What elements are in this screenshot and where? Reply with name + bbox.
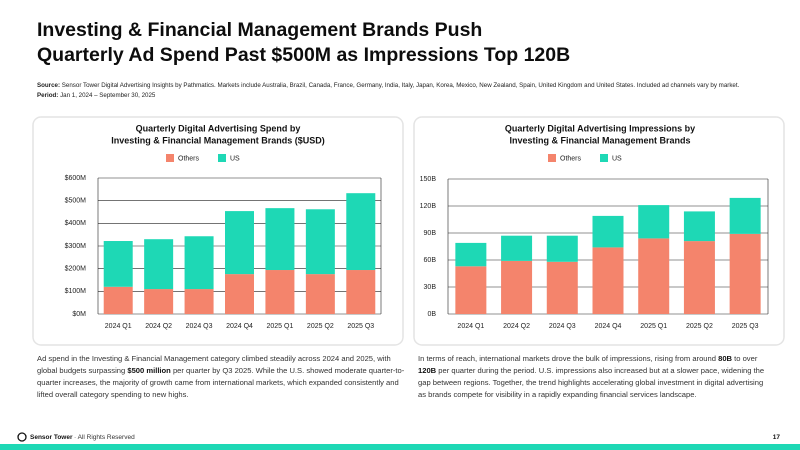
bar-segment (592, 215, 624, 248)
x-tick-label: 2025 Q3 (732, 323, 759, 330)
y-tick-label: $300M (65, 243, 87, 250)
paragraph: In terms of reach, international markets… (418, 353, 773, 401)
y-tick-label: 120B (420, 203, 437, 210)
bar-segment (225, 211, 254, 275)
chart-title: Investing & Financial Management Brands … (111, 135, 325, 145)
legend-swatch (548, 154, 556, 162)
footer-text: · All Rights Reserved (74, 434, 135, 441)
chart-title: Investing & Financial Management Brands (509, 135, 690, 145)
y-tick-label: 90B (424, 230, 437, 237)
title-line: Investing & Financial Management Brands … (37, 19, 483, 41)
title-line: Quarterly Ad Spend Past $500M as Impress… (37, 44, 571, 66)
x-tick-label: 2025 Q1 (640, 323, 667, 330)
legend-swatch (166, 154, 174, 162)
bar-segment (592, 247, 624, 314)
x-tick-label: 2024 Q3 (549, 323, 576, 330)
bar-segment (729, 197, 761, 234)
x-tick-label: 2024 Q1 (457, 323, 484, 330)
bar-segment (225, 274, 254, 314)
text-run: per quarter by Q3 2025. While the U.S. s… (37, 366, 405, 399)
bar-segment (501, 260, 533, 314)
period-text: Jan 1, 2024 – September 30, 2025 (60, 92, 156, 99)
bar-segment (184, 236, 214, 290)
text-run: to over (732, 354, 758, 363)
source-line: Source: Sensor Tower Digital Advertising… (37, 82, 739, 89)
x-tick-label: 2025 Q1 (266, 323, 293, 330)
source-label: Source: (37, 82, 61, 89)
legend-swatch (218, 154, 226, 162)
x-tick-label: 2024 Q2 (503, 323, 530, 330)
x-tick-label: 2025 Q2 (686, 323, 713, 330)
bar-segment (144, 289, 174, 314)
x-tick-label: 2024 Q1 (105, 323, 132, 330)
source-text: Sensor Tower Digital Advertising Insight… (61, 82, 740, 89)
bar-segment (546, 235, 578, 262)
bar-segment (546, 261, 578, 314)
y-tick-label: $400M (65, 220, 87, 227)
logo-icon (17, 432, 27, 442)
bar-segment (346, 270, 376, 314)
emphasis: 80B (718, 354, 733, 363)
x-tick-label: 2024 Q3 (186, 323, 213, 330)
bar-segment (501, 235, 533, 261)
y-tick-label: $500M (65, 198, 87, 205)
y-tick-label: $0M (72, 311, 86, 318)
bar-segment (144, 239, 174, 290)
legend-label: Others (178, 155, 200, 162)
period-label: Period: (37, 92, 59, 99)
bar-segment (638, 205, 670, 239)
y-tick-label: $200M (65, 266, 87, 273)
legend-label: US (612, 155, 622, 162)
x-tick-label: 2025 Q3 (347, 323, 374, 330)
bar-segment (455, 242, 487, 267)
x-tick-label: 2024 Q4 (595, 323, 622, 330)
legend-label: Others (560, 155, 582, 162)
y-tick-label: $600M (65, 175, 87, 182)
bar-segment (103, 241, 133, 287)
period-line: Period: Jan 1, 2024 – September 30, 2025 (37, 92, 155, 99)
x-tick-label: 2024 Q2 (145, 323, 172, 330)
emphasis: $500 million (127, 366, 171, 375)
text-run: Ad spend in the Investing & Financial Ma… (37, 354, 391, 375)
legend-swatch (600, 154, 608, 162)
paragraph: Ad spend in the Investing & Financial Ma… (37, 353, 405, 401)
bar-segment (729, 233, 761, 314)
bar-segment (683, 211, 715, 242)
text-run: per quarter during the period. U.S. impr… (418, 366, 765, 399)
bar-segment (638, 238, 670, 314)
bar-segment (265, 270, 295, 314)
chart-title: Quarterly Digital Advertising Impression… (505, 123, 695, 133)
chart-title: Quarterly Digital Advertising Spend by (136, 123, 301, 133)
x-tick-label: 2025 Q2 (307, 323, 334, 330)
y-tick-label: 60B (424, 257, 437, 264)
y-tick-label: 150B (420, 176, 437, 183)
page-number: 17 (773, 434, 781, 441)
y-tick-label: $100M (65, 288, 87, 295)
y-tick-label: 0B (427, 311, 436, 318)
slide-title: Investing & Financial Management Brands … (37, 18, 570, 68)
bar-segment (455, 266, 487, 314)
y-tick-label: 30B (424, 284, 437, 291)
bar-segment (103, 286, 133, 314)
logo: Sensor Tower (30, 434, 73, 441)
bar-segment (305, 209, 335, 275)
bar-segment (265, 208, 295, 271)
bar-segment (683, 241, 715, 314)
bar-segment (346, 193, 376, 271)
bar-segment (305, 274, 335, 314)
text-run: In terms of reach, international markets… (418, 354, 719, 363)
footer-stripe (0, 444, 800, 450)
bar-segment (184, 289, 214, 314)
emphasis: 120B (418, 366, 437, 375)
legend-label: US (230, 155, 240, 162)
x-tick-label: 2024 Q4 (226, 323, 253, 330)
